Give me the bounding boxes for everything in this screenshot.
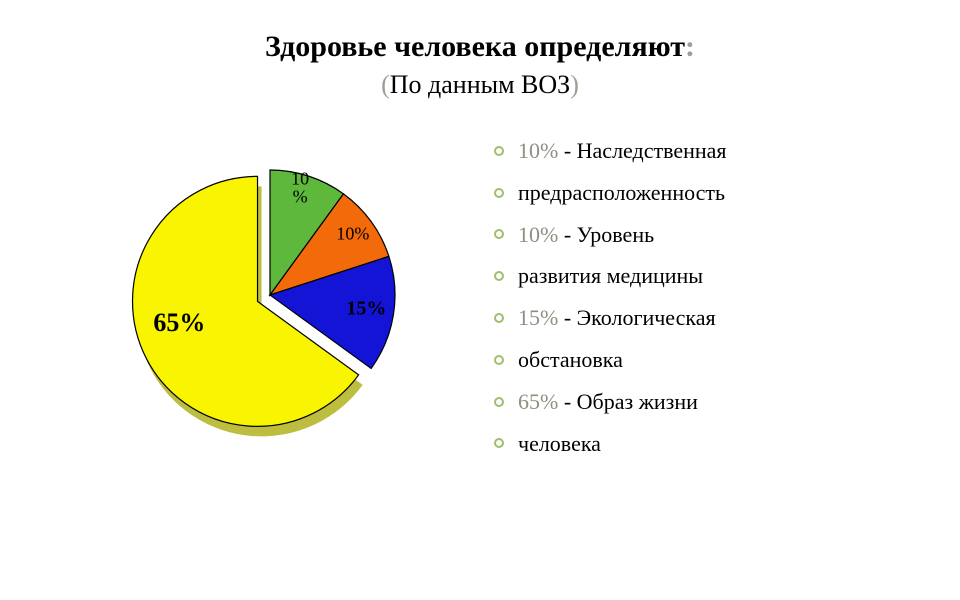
title-main-text: Здоровье человека определяют bbox=[265, 30, 685, 63]
bullet-text: человека bbox=[518, 431, 601, 456]
list-item: человека bbox=[490, 423, 900, 465]
bullet-pct: 10% bbox=[518, 138, 558, 163]
bullet-pct: 65% bbox=[518, 389, 558, 414]
bullet-list: 10% - Наследственная предрасположенность 1… bbox=[490, 130, 900, 464]
bullet-text: - Уровень bbox=[558, 222, 654, 247]
title-colon: : bbox=[685, 30, 695, 63]
bullet-pct: 15% bbox=[518, 305, 558, 330]
list-item: 10% - Наследственная bbox=[490, 130, 900, 172]
pie-slice-label: 15% bbox=[346, 298, 386, 320]
pie-slice-label: 65% bbox=[153, 308, 205, 337]
pie-chart-area: 10% 10% 15% 65% bbox=[60, 130, 480, 470]
list-item: обстановка bbox=[490, 339, 900, 381]
pie-chart: 10% 10% 15% 65% bbox=[100, 130, 440, 470]
subtitle-text: По данным ВОЗ bbox=[390, 70, 570, 99]
list-item: 65% - Образ жизни bbox=[490, 381, 900, 423]
bullet-text: развития медицины bbox=[518, 263, 703, 288]
subtitle-close-paren: ) bbox=[570, 70, 579, 99]
list-item: развития медицины bbox=[490, 255, 900, 297]
list-item: 10% - Уровень bbox=[490, 214, 900, 256]
bullet-text: - Образ жизни bbox=[558, 389, 698, 414]
bullet-text: обстановка bbox=[518, 347, 623, 372]
title-block: Здоровье человека определяют: (По данным… bbox=[60, 30, 900, 100]
subtitle-open-paren: ( bbox=[381, 70, 390, 99]
list-item: предрасположенность bbox=[490, 172, 900, 214]
page-subtitle: (По данным ВОЗ) bbox=[60, 70, 900, 100]
bullet-text: - Экологическая bbox=[558, 305, 715, 330]
bullet-list-area: 10% - Наследственная предрасположенность 1… bbox=[480, 130, 900, 464]
pie-slice-label: 10% bbox=[336, 224, 369, 244]
slide: Здоровье человека определяют: (По данным… bbox=[0, 0, 960, 600]
page-title: Здоровье человека определяют: bbox=[60, 30, 900, 64]
content-row: 10% 10% 15% 65% 10% - Наследственная предрас… bbox=[60, 130, 900, 470]
pie-slice-label: 10% bbox=[291, 168, 309, 206]
list-item: 15% - Экологическая bbox=[490, 297, 900, 339]
bullet-text: предрасположенность bbox=[518, 180, 725, 205]
bullet-pct: 10% bbox=[518, 222, 558, 247]
bullet-text: - Наследственная bbox=[558, 138, 726, 163]
